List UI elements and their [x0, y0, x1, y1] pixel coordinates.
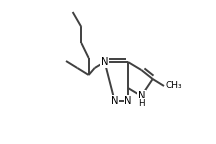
Text: N: N: [111, 96, 118, 106]
Text: N: N: [138, 91, 145, 101]
Text: N: N: [101, 57, 108, 67]
Text: N: N: [124, 96, 132, 106]
Text: CH₃: CH₃: [165, 82, 182, 90]
Text: H: H: [138, 99, 145, 108]
